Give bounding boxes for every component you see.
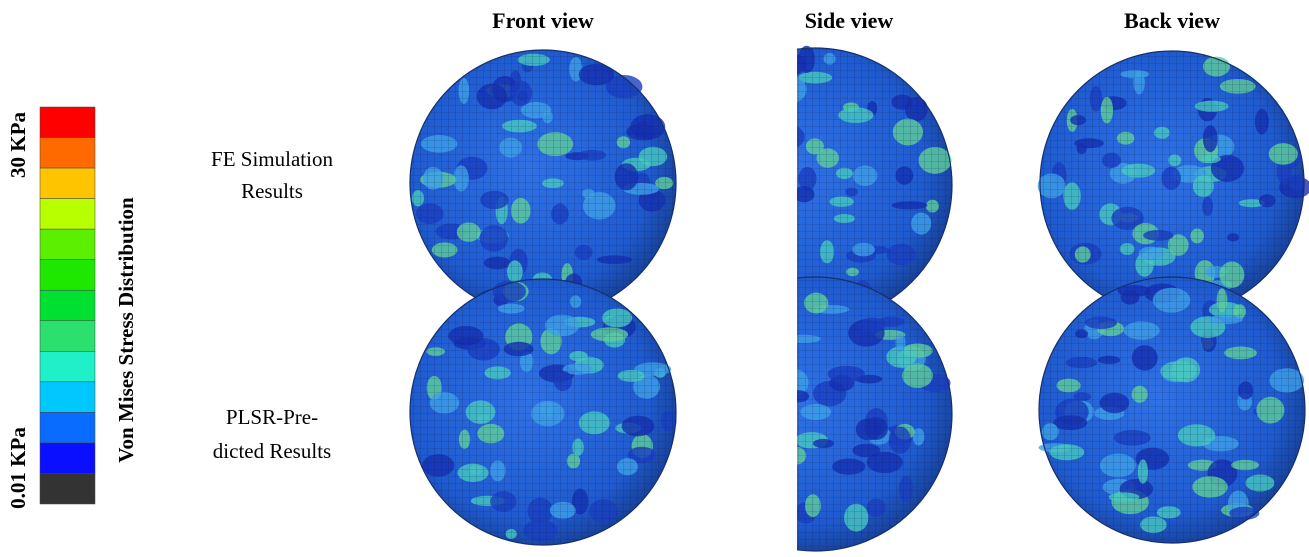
stress-patch [690,452,713,474]
stress-patch [764,446,777,463]
stress-patch [710,160,737,181]
stress-patch [689,379,703,392]
legend-max-label: 30 KPa [6,112,30,178]
stress-patch [780,68,790,78]
row-label: PLSR-Pre- [226,405,318,429]
stress-patch [761,79,775,106]
stress-patch [742,80,775,96]
stress-patch [784,128,794,137]
stress-patch [690,130,724,151]
mesh [410,50,676,316]
stress-patch [693,383,726,397]
stress-patch [780,241,792,256]
stress-patch [723,153,750,169]
stress-patch [744,298,760,306]
mesh [1040,51,1304,315]
stress-patch [709,211,738,221]
stress-patch [749,372,770,392]
legend-swatch [40,199,95,230]
legend-title: Von Mises Stress Distribution [114,197,138,463]
stress-patch [775,197,793,212]
legend-swatch [40,412,95,443]
stress-patch [704,318,737,344]
stress-patch [750,88,784,114]
stress-patch [695,444,723,457]
stress-patch [717,478,743,506]
mesh [410,279,676,545]
stress-patch [782,231,793,242]
stress-patch [712,144,724,159]
stress-patch [705,239,733,261]
stress-patch [752,114,780,123]
row-label: dicted Results [213,439,331,463]
stress-patch [714,171,735,182]
stress-patch [713,184,745,207]
figure: 30 KPa 0.01 KPa Von Mises Stress Distrib… [0,0,1309,557]
mesh [678,277,952,551]
sphere [1039,277,1305,543]
column-header: Back view [1124,8,1220,33]
sphere [678,277,952,551]
stress-patch [755,199,788,207]
legend-swatch [40,290,95,321]
sphere [410,279,676,545]
legend-min-label: 0.01 KPa [6,427,30,509]
stress-patch [749,249,759,268]
stress-patch [725,351,748,370]
stress-patch [714,328,728,345]
stress-patch [781,443,796,456]
color-legend [40,107,95,504]
stress-patch [723,416,753,434]
mesh [1039,277,1305,543]
stress-patch [739,259,756,272]
legend-swatch [40,107,95,138]
stress-patch [741,107,766,124]
row-label: FE Simulation [211,147,333,171]
stress-patch [734,98,745,125]
legend-swatch [40,229,95,260]
sphere [410,50,676,316]
legend-swatch [40,260,95,291]
stress-patch [688,464,721,491]
column-header: Side view [805,8,894,33]
legend-swatch [40,351,95,382]
stress-patch [731,474,763,492]
stress-patch [751,373,786,396]
column-header: Front view [492,8,594,33]
stress-patch [754,361,781,376]
legend-swatch [40,443,95,474]
stress-patch [758,331,782,346]
stress-patch [778,257,793,265]
renderings [410,46,1309,551]
stress-patch [764,443,798,455]
legend-swatch [40,382,95,413]
stress-patch [744,267,766,284]
stress-patch [726,97,740,123]
stress-patch [769,459,797,469]
legend-swatch [40,138,95,169]
stress-patch [780,533,796,546]
legend-swatch [40,321,95,352]
legend-swatch [40,473,95,504]
row-label: Results [241,179,303,203]
sphere [1038,51,1309,315]
stress-patch [730,93,740,118]
legend-swatch [40,168,95,199]
